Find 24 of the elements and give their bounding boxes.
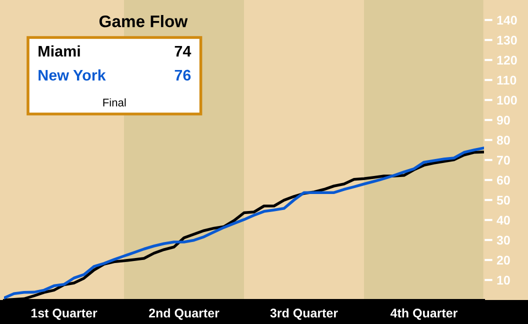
- annotation: Final: [103, 98, 126, 106]
- y-tick-label: 120: [497, 56, 517, 65]
- annotation: 76: [174, 70, 191, 81]
- x-tick-label: 1st Quarter: [31, 308, 98, 320]
- y-tick-label: 30: [496, 236, 510, 245]
- y-tick-label: 140: [497, 16, 517, 25]
- y-tick-label: 20: [496, 256, 510, 265]
- x-tick-label: 4th Quarter: [390, 308, 458, 320]
- y-tick-label: 130: [497, 36, 517, 45]
- text: New York: [38, 69, 106, 81]
- y-tick-label: 10: [497, 276, 510, 285]
- x-tick-label: 3rd Quarter: [270, 308, 338, 320]
- y-tick-label: 70: [497, 156, 510, 165]
- annotation: 74: [174, 46, 192, 56]
- y-tick-label: 100: [497, 96, 517, 105]
- y-tick-label: 40: [496, 216, 510, 225]
- y-tick-label: 80: [496, 136, 510, 145]
- y-tick-label: 110: [497, 76, 516, 85]
- y-tick-label: 60: [496, 176, 510, 185]
- y-tick-label: 50: [496, 196, 510, 205]
- x-tick-label: 2nd Quarter: [149, 308, 220, 320]
- y-tick-label: 90: [496, 116, 510, 125]
- text: Miami: [38, 45, 80, 57]
- text: Game Flow: [99, 15, 188, 28]
